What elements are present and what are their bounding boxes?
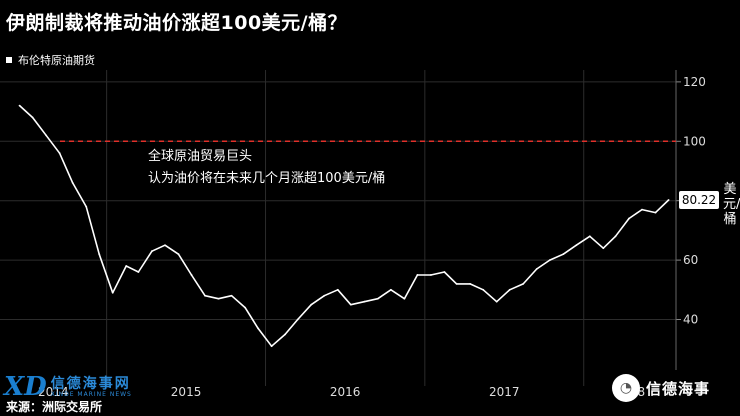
y-tick-label: 120: [683, 75, 706, 89]
price-data-point: [244, 306, 246, 309]
wechat-icon: ◔: [612, 374, 640, 402]
price-data-point: [548, 259, 551, 261]
watermark-logo-right: ◔ 信德海事: [612, 374, 710, 402]
watermark-right-name: 信德海事: [646, 379, 711, 398]
price-data-point: [111, 291, 114, 294]
x-tick-label: 2016: [330, 385, 361, 399]
legend: 布伦特原油期货: [6, 52, 95, 68]
legend-label: 布伦特原油期货: [18, 54, 95, 67]
price-data-point: [31, 116, 34, 119]
price-data-point: [45, 134, 48, 137]
price-data-point: [602, 247, 605, 250]
price-data-point: [522, 282, 525, 285]
price-data-point: [336, 288, 339, 291]
price-data-point: [151, 250, 153, 253]
price-data-point: [430, 274, 432, 276]
watermark-abbr: XD: [4, 372, 47, 402]
price-data-point: [349, 303, 352, 306]
price-data-point: [85, 205, 88, 208]
price-data-point: [230, 294, 233, 297]
price-data-point: [562, 253, 565, 256]
price-data-point: [469, 282, 472, 285]
watermark-logo-left: XD 信德海事网 XINDE MARINE NEWS: [4, 374, 194, 400]
price-data-point: [204, 294, 206, 297]
price-data-point: [482, 288, 485, 291]
price-data-point: [495, 300, 498, 303]
chart-title: 伊朗制裁将推动油价涨超100美元/桶？: [6, 12, 348, 34]
price-data-point: [389, 288, 392, 291]
price-data-point: [323, 294, 326, 297]
price-data-point: [654, 211, 657, 214]
price-data-point: [18, 104, 21, 107]
price-series-line: [19, 105, 670, 347]
price-data-point: [614, 235, 617, 238]
price-data-point: [443, 271, 446, 273]
price-data-point: [628, 217, 630, 220]
price-data-point: [588, 235, 591, 238]
price-data-point: [270, 345, 273, 348]
x-tick-label: 2015: [171, 385, 202, 399]
price-data-point: [535, 268, 538, 270]
price-data-point: [190, 274, 193, 276]
annotation-line-2: 认为油价将在未来几个月涨超100美元/桶: [148, 171, 385, 186]
watermark-english: XINDE MARINE NEWS: [50, 390, 132, 398]
y-unit-label: 美元/桶: [723, 182, 740, 227]
price-data-point: [257, 327, 260, 330]
price-data-point: [416, 274, 419, 276]
price-data-point: [177, 253, 180, 256]
source-note: 来源：洲际交易所: [6, 400, 103, 414]
watermark-name: 信德海事网: [50, 375, 131, 392]
price-data-point: [217, 297, 220, 300]
price-data-point: [403, 297, 406, 300]
price-data-point: [284, 333, 287, 336]
price-data-point: [455, 282, 458, 285]
last-value-box: [679, 191, 719, 210]
last-value-label: 80.22: [682, 193, 716, 207]
price-data-point: [575, 244, 578, 247]
y-tick-label: 40: [683, 313, 698, 327]
price-data-point: [310, 303, 313, 306]
price-data-point: [667, 199, 670, 201]
price-data-point: [98, 253, 101, 256]
x-tick-label: 2014: [38, 385, 69, 399]
price-data-point: [137, 271, 140, 273]
price-data-point: [363, 300, 366, 303]
price-data-point: [376, 297, 379, 300]
price-data-point: [125, 265, 128, 267]
price-data-point: [58, 152, 61, 155]
price-data-point: [641, 208, 643, 211]
price-data-point: [296, 318, 299, 321]
y-tick-label: 60: [683, 253, 698, 267]
x-tick-label: 2017: [489, 385, 520, 399]
y-tick-label: 100: [683, 134, 706, 148]
price-data-point: [164, 244, 166, 247]
annotation-line-1: 全球原油贸易巨头: [148, 148, 252, 164]
price-data-point: [508, 288, 511, 291]
price-data-point: [71, 181, 74, 184]
legend-swatch: [6, 57, 12, 63]
